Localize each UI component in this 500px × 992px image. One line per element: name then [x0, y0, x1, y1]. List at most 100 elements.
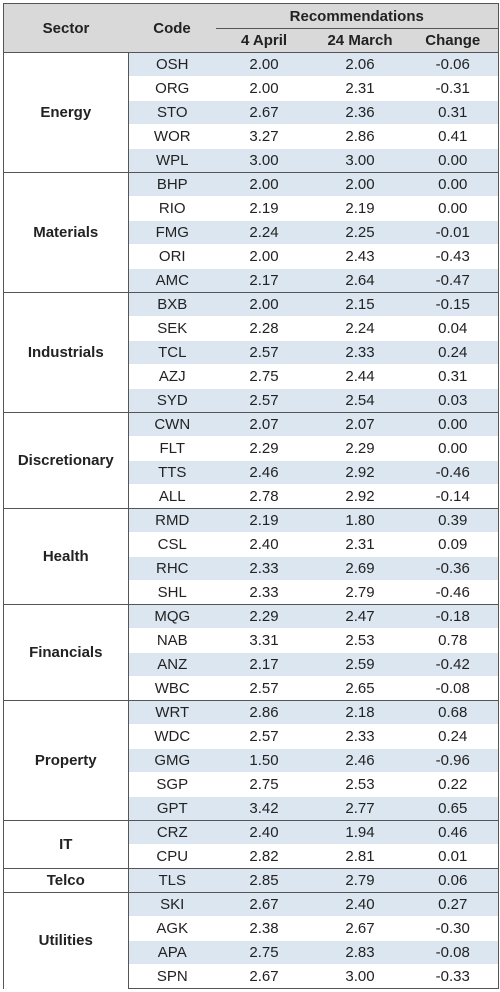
- march-value-cell: 2.92: [312, 484, 408, 509]
- sector-header: Sector: [3, 3, 128, 53]
- change-value-cell: 0.06: [408, 868, 499, 893]
- table-row: GPT 3.42 2.77 0.65: [4, 796, 499, 821]
- sector-cell: IT: [3, 820, 129, 869]
- table-row: SYD 2.57 2.54 0.03: [4, 388, 499, 413]
- sector-cell: Property: [3, 700, 129, 821]
- change-value-cell: -0.01: [408, 220, 499, 245]
- table-row: GMG 1.50 2.46 -0.96: [4, 748, 499, 773]
- code-cell: AMC: [128, 268, 216, 293]
- change-value-cell: 0.65: [408, 796, 499, 821]
- table-header: Sector Code Recommendations 4 April 24 M…: [3, 3, 499, 53]
- change-value-cell: -0.46: [408, 580, 499, 605]
- table-row: SGP 2.75 2.53 0.22: [4, 772, 499, 797]
- code-cell: WPL: [128, 148, 216, 173]
- march-header: 24 March: [312, 28, 408, 53]
- table-row: Materials BHP 2.00 2.00 0.00: [3, 172, 499, 293]
- change-value-cell: 0.09: [408, 532, 499, 557]
- march-value-cell: 2.31: [312, 532, 408, 557]
- april-value-cell: 1.50: [216, 748, 312, 773]
- table-row: WOR 3.27 2.86 0.41: [4, 124, 499, 149]
- march-value-cell: 2.59: [312, 652, 408, 677]
- march-value-cell: 2.24: [312, 316, 408, 341]
- april-value-cell: 2.46: [216, 460, 312, 485]
- change-value-cell: -0.18: [408, 604, 499, 629]
- march-value-cell: 2.25: [312, 220, 408, 245]
- march-value-cell: 2.64: [312, 268, 408, 293]
- march-value-cell: 2.54: [312, 388, 408, 413]
- code-cell: CRZ: [128, 820, 216, 845]
- march-value-cell: 3.00: [312, 148, 408, 173]
- table-row: Energy OSH 2.00 2.06 -0.06: [3, 52, 499, 173]
- april-value-cell: 2.82: [216, 844, 312, 869]
- sector-cell: Energy: [3, 52, 129, 173]
- table-row: FMG 2.24 2.25 -0.01: [4, 220, 499, 245]
- sector-cell: Utilities: [3, 892, 129, 989]
- april-value-cell: 2.38: [216, 916, 312, 941]
- sector-cell: Materials: [3, 172, 129, 293]
- code-cell: SPN: [128, 964, 216, 989]
- march-value-cell: 2.43: [312, 244, 408, 269]
- table-row: ORG 2.00 2.31 -0.31: [4, 76, 499, 101]
- march-value-cell: 2.83: [312, 940, 408, 965]
- march-value-cell: 2.92: [312, 460, 408, 485]
- april-value-cell: 2.86: [216, 700, 312, 725]
- table-row: STO 2.67 2.36 0.31: [4, 100, 499, 125]
- march-value-cell: 2.33: [312, 340, 408, 365]
- march-value-cell: 2.07: [312, 412, 408, 437]
- march-value-cell: 1.80: [312, 508, 408, 533]
- table-row: TTS 2.46 2.92 -0.46: [4, 460, 499, 485]
- code-cell: ORG: [128, 76, 216, 101]
- table-row: CSL 2.40 2.31 0.09: [4, 532, 499, 557]
- april-value-cell: 2.40: [216, 532, 312, 557]
- april-value-cell: 3.42: [216, 796, 312, 821]
- code-cell: TLS: [128, 868, 216, 893]
- april-value-cell: 2.07: [216, 412, 312, 437]
- change-value-cell: 0.00: [408, 172, 499, 197]
- code-cell: SHL: [128, 580, 216, 605]
- change-value-cell: -0.36: [408, 556, 499, 581]
- april-value-cell: 2.57: [216, 676, 312, 701]
- code-cell: ORI: [128, 244, 216, 269]
- change-value-cell: -0.46: [408, 460, 499, 485]
- change-header: Change: [408, 28, 499, 53]
- march-value-cell: 2.77: [312, 796, 408, 821]
- table-row: AGK 2.38 2.67 -0.30: [4, 916, 499, 941]
- code-cell: NAB: [128, 628, 216, 653]
- table-row: NAB 3.31 2.53 0.78: [4, 628, 499, 653]
- april-value-cell: 2.17: [216, 652, 312, 677]
- table-row: ORI 2.00 2.43 -0.43: [4, 244, 499, 269]
- code-cell: GPT: [128, 796, 216, 821]
- change-value-cell: 0.68: [408, 700, 499, 725]
- march-value-cell: 2.65: [312, 676, 408, 701]
- table-row: Financials MQG 2.29 2.47 -0.18: [3, 604, 499, 701]
- change-value-cell: 0.24: [408, 724, 499, 749]
- table-row: RHC 2.33 2.69 -0.36: [4, 556, 499, 581]
- code-cell: RHC: [128, 556, 216, 581]
- april-value-cell: 2.29: [216, 436, 312, 461]
- april-value-cell: 3.31: [216, 628, 312, 653]
- code-cell: CWN: [128, 412, 216, 437]
- change-value-cell: 0.78: [408, 628, 499, 653]
- change-value-cell: -0.31: [408, 76, 499, 101]
- march-value-cell: 2.19: [312, 196, 408, 221]
- change-value-cell: 0.00: [408, 412, 499, 437]
- change-value-cell: -0.30: [408, 916, 499, 941]
- april-value-cell: 2.33: [216, 580, 312, 605]
- april-value-cell: 3.27: [216, 124, 312, 149]
- sector-cell: Discretionary: [3, 412, 129, 509]
- march-value-cell: 2.86: [312, 124, 408, 149]
- table-row: CPU 2.82 2.81 0.01: [4, 844, 499, 869]
- march-value-cell: 2.15: [312, 292, 408, 317]
- march-value-cell: 3.00: [312, 964, 408, 989]
- table-row: SHL 2.33 2.79 -0.46: [4, 580, 499, 605]
- april-value-cell: 2.19: [216, 508, 312, 533]
- table-body: Energy OSH 2.00 2.06 -0.06 ORG 2.00 2.31 -0.31 ST…: [3, 52, 499, 989]
- change-value-cell: -0.06: [408, 52, 499, 77]
- april-value-cell: 2.67: [216, 100, 312, 125]
- march-value-cell: 2.47: [312, 604, 408, 629]
- table-row: SPN 2.67 3.00 -0.33: [4, 964, 499, 989]
- change-value-cell: 0.01: [408, 844, 499, 869]
- march-value-cell: 2.79: [312, 868, 408, 893]
- code-cell: SEK: [128, 316, 216, 341]
- march-value-cell: 2.29: [312, 436, 408, 461]
